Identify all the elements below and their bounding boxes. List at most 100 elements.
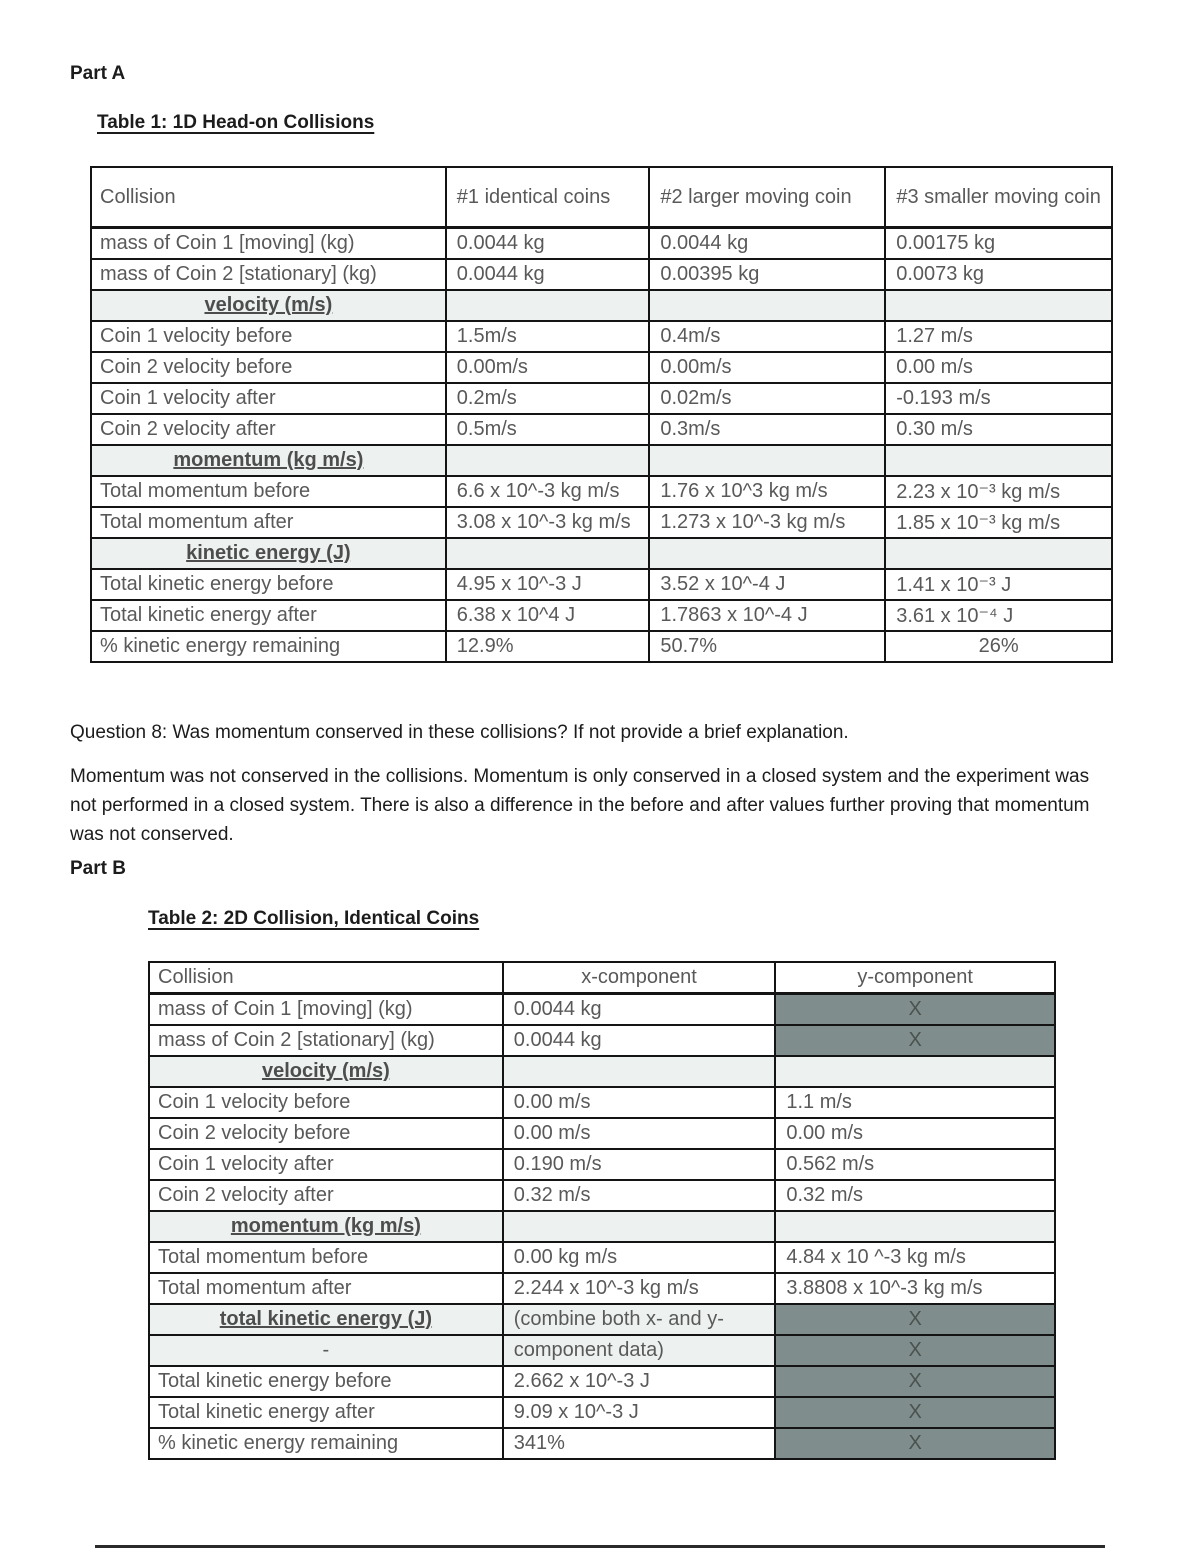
table-cell: 0.5m/s — [444, 413, 651, 446]
table-cell: 3.08 x 10^-3 kg m/s — [444, 506, 651, 539]
row-label: Coin 2 velocity before — [90, 351, 447, 384]
table-cell: 0.0044 kg — [501, 1024, 777, 1057]
table-cell: 0.0073 kg — [884, 258, 1113, 291]
row-label: Coin 1 velocity before — [90, 320, 447, 353]
table-cell: 0.32 m/s — [774, 1179, 1056, 1212]
section-header-row: momentum (kg m/s) — [148, 1210, 1056, 1243]
table-cell — [884, 537, 1113, 570]
row-label: Total kinetic energy after — [90, 599, 447, 632]
row-label: mass of Coin 1 [moving] (kg) — [148, 992, 504, 1026]
table-cell — [501, 1055, 777, 1088]
column-header: Collision — [148, 961, 504, 995]
table-cell: 0.00 m/s — [501, 1117, 777, 1150]
row-label: Total kinetic energy before — [90, 568, 447, 601]
row-label: mass of Coin 2 [stationary] (kg) — [148, 1024, 504, 1057]
section-header-row: - component data) X — [148, 1334, 1056, 1367]
section-header-row: velocity (m/s) — [90, 289, 1113, 322]
table-cell: 26% — [884, 630, 1113, 663]
section-label-continuation: - — [148, 1334, 504, 1367]
table-cell: 2.23 x 10⁻³ kg m/s — [884, 475, 1113, 508]
column-header: #2 larger moving coin — [648, 166, 887, 229]
cropped-next-table-border — [95, 1545, 1105, 1548]
table-cell: 12.9% — [444, 630, 651, 663]
row-label: Total momentum after — [148, 1272, 504, 1305]
table-cell: 3.8808 x 10^-3 kg m/s — [774, 1272, 1056, 1305]
table-cell: 0.562 m/s — [774, 1148, 1056, 1181]
table-header-row: Collision x-component y-component — [148, 961, 1056, 995]
table-cell — [774, 1055, 1056, 1088]
table-cell: 0.3m/s — [648, 413, 887, 446]
section-header-row: kinetic energy (J) — [90, 537, 1113, 570]
table-cell: 0.4m/s — [648, 320, 887, 353]
table-cell — [648, 444, 887, 477]
row-label: Total momentum before — [148, 1241, 504, 1274]
table-cell: 1.1 m/s — [774, 1086, 1056, 1119]
table-cell: 0.02m/s — [648, 382, 887, 415]
table-cell: 2.662 x 10^-3 J — [501, 1365, 777, 1398]
table-cell: 6.38 x 10^4 J — [444, 599, 651, 632]
table-cell — [648, 537, 887, 570]
table-row: Total kinetic energy after 9.09 x 10^-3 … — [148, 1396, 1056, 1429]
blocked-cell: X — [774, 1365, 1056, 1398]
table-cell: 4.95 x 10^-3 J — [444, 568, 651, 601]
table-row: % kinetic energy remaining 341% X — [148, 1427, 1056, 1460]
table-row: Total momentum before 0.00 kg m/s 4.84 x… — [148, 1241, 1056, 1274]
table-cell: 3.61 x 10⁻⁴ J — [884, 599, 1113, 632]
table-row: Coin 1 velocity before 0.00 m/s 1.1 m/s — [148, 1086, 1056, 1119]
section-header-row: total kinetic energy (J) (combine both x… — [148, 1303, 1056, 1336]
row-label: Coin 2 velocity after — [148, 1179, 504, 1212]
table-cell — [648, 289, 887, 322]
section-label: velocity (m/s) — [148, 1055, 504, 1088]
table-cell: 0.00 m/s — [884, 351, 1113, 384]
table-cell: 6.6 x 10^-3 kg m/s — [444, 475, 651, 508]
column-header: y-component — [774, 961, 1056, 995]
table-row: Coin 1 velocity after 0.2m/s 0.02m/s -0.… — [90, 382, 1113, 415]
blocked-cell: X — [774, 1024, 1056, 1057]
table-row: mass of Coin 1 [moving] (kg) 0.0044 kg 0… — [90, 226, 1113, 260]
table-row: Coin 1 velocity before 1.5m/s 0.4m/s 1.2… — [90, 320, 1113, 353]
row-label: Coin 1 velocity after — [90, 382, 447, 415]
row-label: mass of Coin 2 [stationary] (kg) — [90, 258, 447, 291]
section-header-row: momentum (kg m/s) — [90, 444, 1113, 477]
table-cell: 50.7% — [648, 630, 887, 663]
column-header: x-component — [501, 961, 777, 995]
row-label: Total kinetic energy before — [148, 1365, 504, 1398]
table-cell — [884, 444, 1113, 477]
blocked-cell: X — [774, 1334, 1056, 1367]
table-cell: 0.0044 kg — [501, 992, 777, 1026]
row-label: Coin 1 velocity after — [148, 1148, 504, 1181]
question-8-text: Question 8: Was momentum conserved in th… — [70, 722, 849, 743]
row-label: Total kinetic energy after — [148, 1396, 504, 1429]
table-cell: 1.273 x 10^-3 kg m/s — [648, 506, 887, 539]
table-cell — [774, 1210, 1056, 1243]
table-row: Coin 2 velocity before 0.00m/s 0.00m/s 0… — [90, 351, 1113, 384]
row-label: mass of Coin 1 [moving] (kg) — [90, 226, 447, 260]
table-cell: 1.7863 x 10^-4 J — [648, 599, 887, 632]
table-cell: 1.76 x 10^3 kg m/s — [648, 475, 887, 508]
table-cell: 0.00 m/s — [774, 1117, 1056, 1150]
table-row: Coin 2 velocity before 0.00 m/s 0.00 m/s — [148, 1117, 1056, 1150]
table-cell: 0.00 m/s — [501, 1086, 777, 1119]
table-header-row: Collision #1 identical coins #2 larger m… — [90, 166, 1113, 229]
table-row: mass of Coin 1 [moving] (kg) 0.0044 kg X — [148, 992, 1056, 1026]
blocked-cell: X — [774, 1396, 1056, 1429]
table-cell: 0.32 m/s — [501, 1179, 777, 1212]
table-cell: 0.00 kg m/s — [501, 1241, 777, 1274]
table1-1d-collisions: Collision #1 identical coins #2 larger m… — [90, 166, 1113, 663]
table-cell: 0.30 m/s — [884, 413, 1113, 446]
table-cell: 1.41 x 10⁻³ J — [884, 568, 1113, 601]
blocked-cell: X — [774, 1427, 1056, 1460]
table-cell: 1.27 m/s — [884, 320, 1113, 353]
section-label: total kinetic energy (J) — [148, 1303, 504, 1336]
section-header-row: velocity (m/s) — [148, 1055, 1056, 1088]
section-label: kinetic energy (J) — [90, 537, 447, 570]
table-cell: 0.00175 kg — [884, 226, 1113, 260]
table2-caption: Table 2: 2D Collision, Identical Coins — [148, 908, 480, 929]
table-cell — [444, 537, 651, 570]
table-row: Total momentum after 3.08 x 10^-3 kg m/s… — [90, 506, 1113, 539]
row-label: Total momentum after — [90, 506, 447, 539]
blocked-cell: X — [774, 992, 1056, 1026]
table-row: Coin 2 velocity after 0.5m/s 0.3m/s 0.30… — [90, 413, 1113, 446]
table-cell — [444, 289, 651, 322]
